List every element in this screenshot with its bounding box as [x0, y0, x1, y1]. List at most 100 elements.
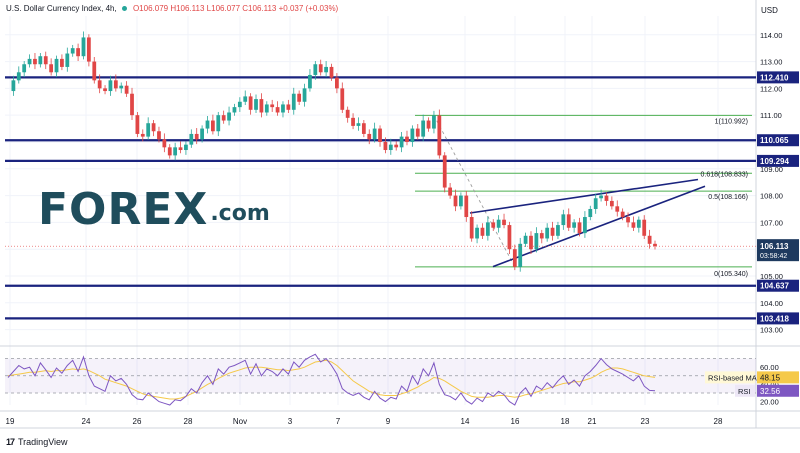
candle-body-48	[264, 104, 269, 113]
candle-body-45	[248, 96, 253, 110]
time-tick-10: 18	[561, 417, 570, 426]
candle-body-15	[86, 37, 91, 62]
fib-label-0: 1(110.992)	[715, 118, 748, 125]
candle-body-24	[135, 115, 140, 134]
tradingview-brand[interactable]: 17 TradingView	[6, 437, 68, 447]
candle-body-74	[405, 136, 409, 142]
time-tick-13: 28	[714, 417, 723, 426]
candle-body-99	[539, 233, 544, 239]
candle-body-57	[313, 64, 318, 75]
candle-body-13	[76, 48, 80, 57]
candle-body-19	[108, 80, 113, 92]
candle-body-54	[297, 93, 302, 102]
time-tick-12: 23	[641, 417, 650, 426]
candle-body-38	[210, 120, 215, 132]
ohlc-values: O106.079 H106.113 L106.077 C106.113 +0.0…	[133, 4, 338, 13]
candle-body-80	[437, 115, 442, 156]
candle-body-87	[475, 227, 479, 239]
rsi-ma-legend-bg	[705, 371, 755, 384]
candle-body-14	[81, 37, 86, 57]
candle-body-55	[302, 88, 307, 102]
candle-body-72	[394, 144, 399, 148]
price-tick-10: 113.00	[760, 58, 782, 67]
candle-body-42	[232, 107, 237, 113]
level-tag-3	[757, 279, 799, 292]
price-tick-8: 111.00	[760, 111, 782, 120]
rsi-tick-2: 60.00	[760, 363, 779, 372]
candle-body-117	[636, 219, 641, 228]
candle-body-50	[275, 107, 280, 113]
candle-body-65	[356, 123, 361, 126]
candle-body-77	[421, 120, 426, 137]
candle-body-95	[518, 243, 523, 267]
candle-body-85	[464, 195, 469, 218]
wedge-upper-line	[469, 178, 699, 214]
candle-body-20	[113, 80, 118, 89]
candle-body-10	[60, 58, 64, 67]
level-tag-1	[757, 134, 799, 147]
candle-body-21	[119, 85, 124, 89]
candle-body-32	[178, 147, 183, 151]
candle-body-81	[442, 155, 447, 188]
last-price-tag	[757, 239, 799, 262]
price-tick-0: 103.00	[760, 326, 783, 335]
candle-body-116	[631, 222, 636, 228]
time-tick-8: 14	[461, 417, 470, 426]
candle-body-79	[432, 115, 436, 129]
candle-body-114	[620, 211, 625, 218]
candle-body-5	[33, 58, 37, 65]
candle-body-109	[593, 198, 598, 209]
candle-body-6	[38, 56, 43, 65]
fib-label-1: 0.618(108.833)	[701, 171, 748, 178]
candle-body-92	[502, 219, 506, 226]
candle-body-64	[351, 117, 355, 126]
chart-header: U.S. Dollar Currency Index, 4h, O106.079…	[6, 4, 338, 13]
candle-body-49	[270, 104, 275, 108]
level-tag-0	[757, 71, 799, 84]
candle-body-71	[388, 144, 393, 151]
candle-body-16	[92, 61, 97, 81]
candle-body-3	[22, 64, 27, 73]
candle-body-94	[512, 249, 517, 267]
price-tick-4: 107.00	[760, 218, 783, 227]
fib-label-3: 0(105.340)	[714, 271, 748, 278]
level-tag-label-2: 109.294	[760, 157, 789, 166]
fib-label-2: 0.5(108.166)	[708, 194, 748, 201]
rsi-ma-value: 48.15	[760, 373, 781, 382]
candle-body-40	[221, 115, 226, 121]
candle-body-35	[194, 133, 199, 140]
price-tick-5: 108.00	[760, 192, 783, 201]
candle-body-73	[399, 136, 404, 148]
candle-body-82	[448, 187, 453, 196]
candle-body-118	[642, 219, 647, 236]
candle-body-27	[151, 123, 156, 132]
rsi-value: 32.56	[760, 387, 781, 396]
last-price-countdown: 03:58:42	[760, 253, 787, 260]
forex-wordmark: FOREX	[38, 184, 209, 235]
candle-body-44	[243, 96, 248, 102]
level-tag-label-0: 112.410	[760, 73, 789, 82]
tradingview-name: TradingView	[18, 437, 68, 447]
candle-body-53	[291, 93, 296, 110]
price-tick-6: 109.00	[760, 165, 783, 174]
candle-body-86	[469, 217, 474, 239]
price-tick-9: 112.00	[760, 84, 782, 93]
candle-body-36	[200, 128, 204, 140]
rsi-ma-line	[7, 359, 656, 400]
level-tag-label-1: 110.065	[760, 136, 789, 145]
candle-body-47	[259, 99, 264, 113]
candle-body-39	[216, 115, 221, 132]
fib-trend-dashed	[433, 115, 516, 268]
open-value: O106.079	[132, 4, 169, 13]
candle-body-105	[572, 222, 577, 228]
time-tick-2: 26	[133, 417, 142, 426]
rsi-ma-value-tag	[757, 371, 799, 384]
time-tick-6: 7	[336, 417, 341, 426]
time-tick-11: 21	[588, 417, 597, 426]
price-tick-11: 114.00	[760, 31, 782, 40]
candle-body-2	[16, 72, 21, 81]
candle-body-84	[459, 195, 463, 207]
status-dot-icon	[121, 6, 127, 12]
candle-body-89	[485, 222, 490, 236]
